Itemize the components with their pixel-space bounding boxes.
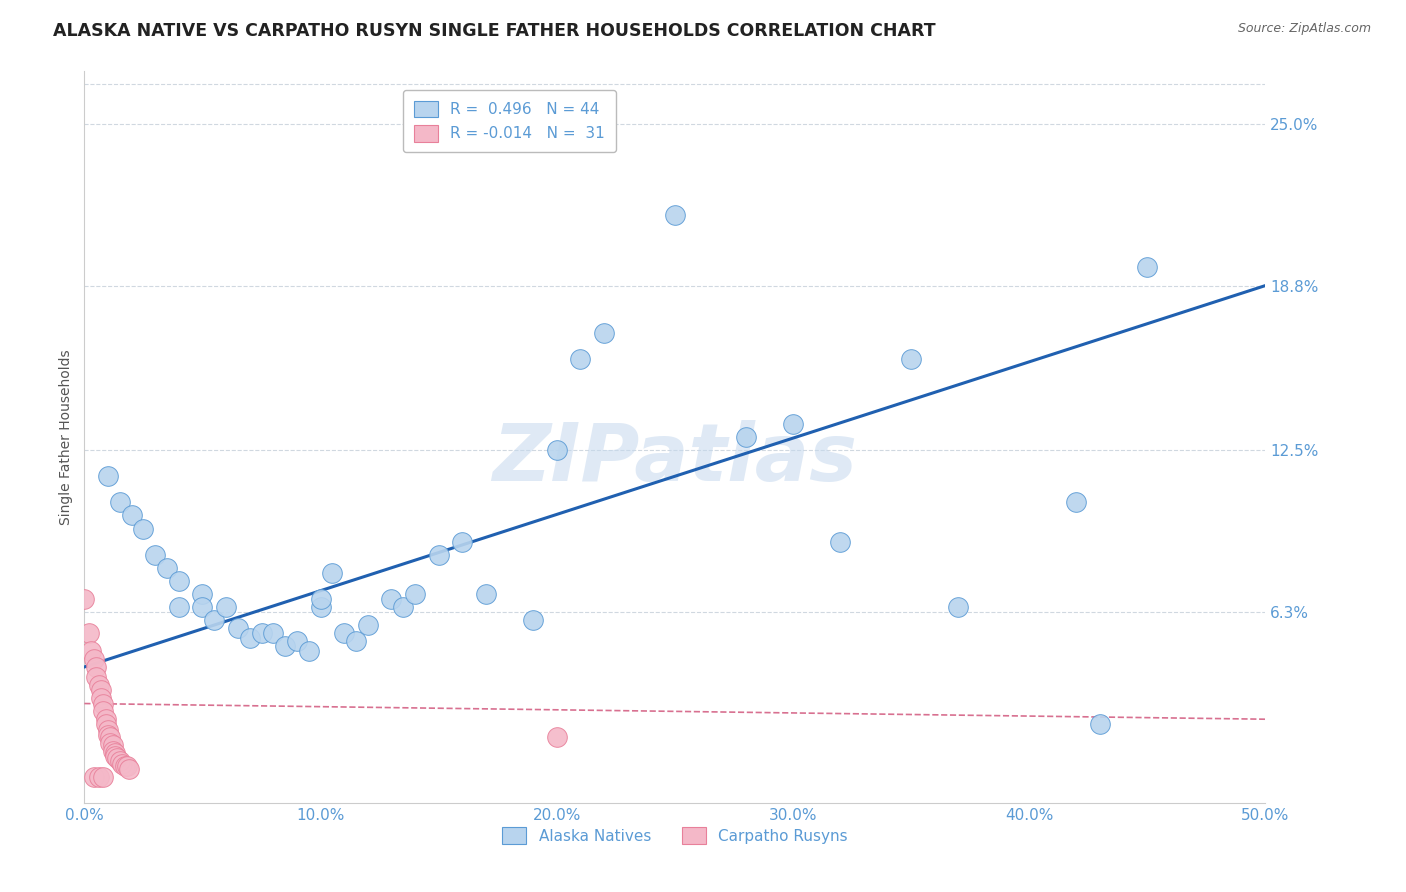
Point (83, 770, 105, 784)
Point (118, 762, 141, 776)
Point (1136, 260, 1159, 275)
Point (121, 508, 143, 523)
Legend: Alaska Natives, Carpatho Rusyns: Alaska Natives, Carpatho Rusyns (496, 822, 853, 850)
Point (333, 626, 356, 640)
Point (107, 751, 129, 765)
Y-axis label: Single Father Households: Single Father Households (59, 350, 73, 524)
Point (546, 731, 568, 745)
Point (321, 566, 343, 580)
Point (73, 592, 96, 607)
Point (77, 626, 100, 640)
Point (202, 613, 225, 627)
Point (900, 351, 922, 366)
Point (84, 660, 107, 674)
Point (593, 326, 616, 340)
Point (309, 599, 332, 614)
Point (298, 644, 321, 658)
Point (80, 644, 103, 658)
Point (143, 548, 166, 562)
Point (97, 469, 120, 483)
Point (262, 626, 284, 640)
Point (97, 723, 120, 737)
Point (132, 521, 155, 535)
Point (98, 736, 121, 750)
Point (108, 754, 131, 768)
Point (101, 739, 124, 753)
Text: ALASKA NATIVE VS CARPATHO RUSYN SINGLE FATHER HOUSEHOLDS CORRELATION CHART: ALASKA NATIVE VS CARPATHO RUSYN SINGLE F… (53, 22, 936, 40)
Point (475, 587, 498, 601)
Point (91, 697, 114, 711)
Point (83, 652, 105, 666)
Point (344, 633, 367, 648)
Point (250, 626, 273, 640)
Point (98, 731, 121, 745)
Point (90, 683, 112, 698)
Point (546, 443, 568, 458)
Point (101, 743, 124, 757)
Point (357, 618, 380, 632)
Point (104, 746, 127, 760)
Point (380, 592, 402, 607)
Point (167, 599, 190, 614)
Point (94, 717, 117, 731)
Point (87, 678, 110, 692)
Point (108, 495, 131, 509)
Point (664, 208, 686, 222)
Point (309, 592, 332, 607)
Point (84, 670, 107, 684)
Point (226, 621, 249, 635)
Point (392, 599, 415, 614)
Point (167, 574, 190, 588)
Point (115, 759, 138, 773)
Point (427, 548, 450, 562)
Point (90, 691, 112, 706)
Point (830, 534, 852, 549)
Point (191, 587, 214, 601)
Point (94, 712, 117, 726)
Point (239, 632, 262, 646)
Point (114, 759, 136, 773)
Point (87, 770, 110, 784)
Point (91, 770, 114, 784)
Point (91, 705, 114, 719)
Point (285, 633, 308, 648)
Point (1088, 717, 1111, 731)
Point (191, 599, 214, 614)
Text: ZIPatlas: ZIPatlas (492, 420, 858, 498)
Point (569, 351, 592, 366)
Point (215, 599, 238, 614)
Point (522, 613, 544, 627)
Point (948, 599, 970, 614)
Point (404, 587, 426, 601)
Point (1066, 495, 1088, 509)
Point (97, 728, 120, 742)
Point (104, 748, 127, 763)
Point (451, 534, 474, 549)
Point (111, 756, 134, 771)
Point (782, 417, 804, 431)
Text: Source: ZipAtlas.com: Source: ZipAtlas.com (1237, 22, 1371, 36)
Point (156, 560, 179, 574)
Point (274, 639, 297, 653)
Point (734, 430, 756, 444)
